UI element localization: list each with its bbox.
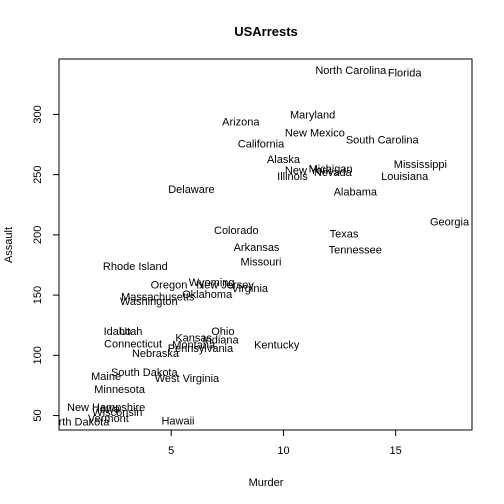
data-point-label: Texas: [330, 229, 359, 241]
data-point-label: Hawaii: [161, 415, 194, 427]
y-tick-label: 300: [32, 105, 44, 123]
data-point-label: Delaware: [168, 184, 214, 196]
y-tick-label: 50: [32, 409, 44, 421]
point-labels: AlabamaAlaskaArizonaArkansasCaliforniaCo…: [45, 65, 470, 429]
data-point-label: South Carolina: [346, 135, 420, 147]
data-point-label: Missouri: [241, 256, 282, 268]
data-point-label: Minnesota: [94, 384, 146, 396]
data-point-label: California: [238, 138, 285, 150]
data-point-label: Oregon: [151, 279, 188, 291]
data-point-label: Tennessee: [329, 244, 382, 256]
x-tick-label: 5: [168, 445, 174, 457]
data-point-label: Louisiana: [381, 171, 429, 183]
data-point-label: Arkansas: [234, 242, 280, 254]
data-point-label: Utah: [119, 326, 142, 338]
data-point-label: Florida: [388, 67, 423, 79]
chart-title: USArrests: [234, 24, 298, 39]
data-point-label: Maryland: [290, 109, 335, 121]
data-point-label: West Virginia: [155, 373, 220, 385]
data-point-label: Virginia: [232, 283, 269, 295]
data-point-label: New York: [285, 165, 332, 177]
y-tick-label: 150: [32, 286, 44, 304]
x-axis-label: Murder: [249, 477, 284, 489]
data-point-label: Ohio: [211, 326, 234, 338]
data-point-label: Arizona: [222, 117, 260, 129]
y-axis: 50 100 150 200 250 300: [32, 105, 59, 421]
y-tick-label: 250: [32, 165, 44, 183]
data-point-label: Oklahoma: [182, 289, 233, 301]
data-point-label: Alabama: [334, 187, 378, 199]
data-point-label: Pennsylvania: [168, 343, 234, 355]
data-point-label: Mississippi: [394, 159, 447, 171]
x-tick-label: 10: [277, 445, 289, 457]
data-point-label: Kentucky: [254, 339, 300, 351]
y-axis-label: Assault: [3, 227, 15, 263]
data-point-label: Washington: [120, 296, 178, 308]
x-axis: 5 10 15: [168, 430, 403, 457]
data-point-label: Wisconsin: [92, 407, 142, 419]
data-point-label: Georgia: [430, 217, 470, 229]
data-point-label: North Carolina: [315, 65, 387, 77]
data-point-label: Wyoming: [189, 277, 235, 289]
data-point-label: Rhode Island: [103, 261, 168, 273]
y-tick-label: 200: [32, 226, 44, 244]
y-tick-label: 100: [32, 346, 44, 364]
x-tick-label: 15: [390, 445, 402, 457]
data-point-label: Colorado: [214, 225, 259, 237]
data-point-label: New Mexico: [285, 127, 345, 139]
